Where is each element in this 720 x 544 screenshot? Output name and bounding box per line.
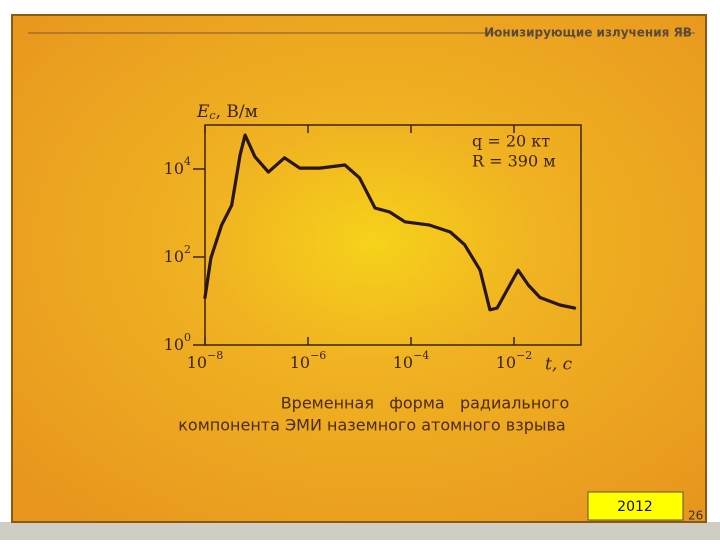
annotation: q = 20 кт: [472, 132, 550, 151]
x-tick-label: 10−2: [496, 349, 533, 372]
header-title: Ионизирующие излучения ЯВ: [484, 26, 692, 40]
x-tick-exponent: −4: [413, 349, 429, 362]
x-tick-exponent: −6: [310, 349, 326, 362]
y-tick-label: 100: [164, 331, 191, 354]
x-tick-exponent: −2: [516, 349, 532, 362]
y-axis-label: Ec, В/м: [196, 102, 258, 123]
y-tick-label: 104: [164, 155, 191, 178]
year-box: [587, 491, 684, 521]
x-tick-base: 10: [496, 353, 516, 372]
x-tick-base: 10: [393, 353, 413, 372]
y-tick-base: 10: [164, 247, 184, 266]
year: 2012: [617, 499, 653, 515]
bottom-strip: [0, 522, 720, 540]
x-tick-base: 10: [290, 353, 310, 372]
x-tick-label: 10−4: [393, 349, 430, 372]
caption: компонента ЭМИ наземного атомного взрыва: [178, 416, 565, 435]
plot-frame: [204, 124, 582, 346]
x-tick-exponent: −8: [207, 349, 223, 362]
data-line: [203, 133, 577, 312]
x-tick-label: 10−6: [290, 349, 327, 372]
slide-panel: [11, 14, 707, 523]
annotation: R = 390 м: [472, 152, 556, 171]
x-axis-label: t, с: [545, 355, 573, 375]
x-tick-base: 10: [187, 353, 207, 372]
y-tick-base: 10: [164, 335, 184, 354]
y-tick-exponent: 2: [184, 243, 191, 256]
x-tick-label: 10−8: [187, 349, 224, 372]
caption: Временная форма радиального: [281, 394, 570, 413]
page-number: 26: [688, 509, 703, 523]
y-tick-base: 10: [164, 159, 184, 178]
y-tick-exponent: 4: [184, 155, 191, 168]
y-tick-label: 102: [164, 243, 191, 266]
y-tick-exponent: 0: [184, 331, 191, 344]
